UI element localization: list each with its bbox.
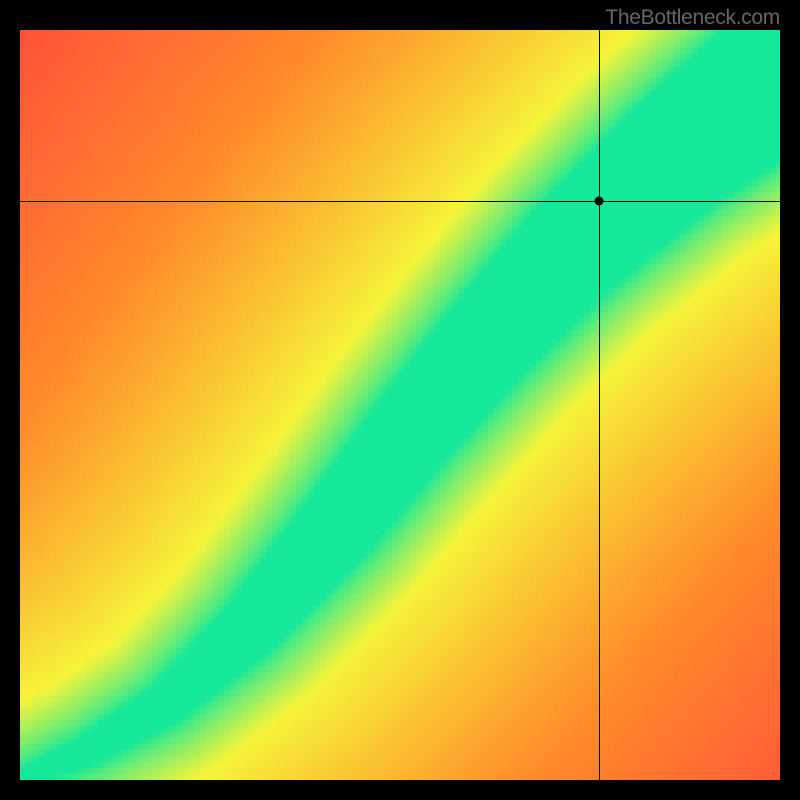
bottleneck-heatmap	[20, 30, 780, 780]
crosshair-vertical	[599, 30, 600, 780]
crosshair-horizontal	[20, 201, 780, 202]
watermark-text: TheBottleneck.com	[605, 6, 780, 30]
marker-dot	[595, 197, 604, 206]
heatmap-canvas	[20, 30, 780, 780]
